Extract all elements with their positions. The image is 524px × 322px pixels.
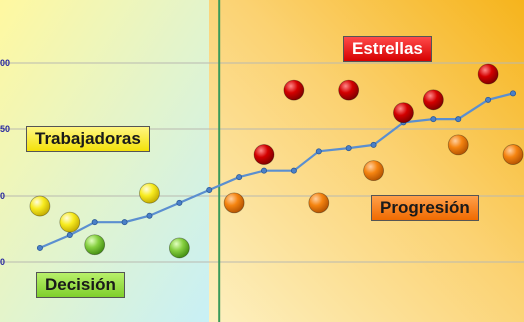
trend-point bbox=[290, 167, 297, 174]
trend-point bbox=[455, 116, 462, 123]
estrellas-bubble bbox=[422, 89, 444, 111]
trend-point bbox=[510, 90, 517, 97]
estrellas-bubble bbox=[253, 144, 275, 165]
progresion-bubble bbox=[308, 192, 330, 214]
trend-point bbox=[430, 116, 437, 123]
trend-point bbox=[370, 141, 377, 148]
background-left bbox=[0, 0, 209, 322]
estrellas-bubble bbox=[283, 79, 305, 101]
trend-point bbox=[36, 244, 43, 251]
trend-point bbox=[66, 232, 73, 239]
progresion-bubble bbox=[223, 192, 245, 214]
decision-bubble bbox=[168, 237, 190, 259]
progresion-label: Progresión bbox=[371, 195, 479, 221]
trend-point bbox=[345, 145, 352, 152]
trend-point bbox=[485, 96, 492, 103]
y-tick-label: 50 bbox=[0, 124, 10, 134]
trend-point bbox=[236, 174, 243, 181]
estrellas-bubble bbox=[477, 63, 499, 85]
y-tick-label: 0 bbox=[0, 191, 5, 201]
bubbles bbox=[29, 63, 524, 259]
progresion-bubble bbox=[447, 134, 469, 156]
estrellas-bubble bbox=[393, 102, 414, 124]
trend-point bbox=[176, 199, 183, 206]
trend-point bbox=[315, 148, 322, 155]
trend-point bbox=[91, 219, 98, 226]
trend-point bbox=[146, 212, 153, 219]
trend-point bbox=[206, 186, 213, 193]
estrellas-bubble bbox=[338, 79, 360, 101]
y-tick-label: 00 bbox=[0, 58, 10, 68]
trabajadoras-label: Trabajadoras bbox=[26, 126, 150, 152]
trend-point bbox=[261, 167, 268, 174]
trend-line bbox=[39, 92, 514, 249]
progresion-bubble bbox=[502, 144, 524, 165]
trabajadoras-bubble bbox=[29, 195, 51, 217]
trabajadoras-bubble bbox=[59, 211, 81, 233]
progresion-bubble bbox=[363, 160, 384, 182]
trabajadoras-bubble bbox=[139, 182, 160, 204]
trend-point bbox=[121, 219, 128, 226]
estrellas-label: Estrellas bbox=[343, 36, 432, 62]
y-tick-label: 0 bbox=[0, 257, 5, 267]
decision-label: Decisión bbox=[36, 272, 125, 298]
decision-bubble bbox=[84, 234, 106, 256]
trend-points bbox=[36, 90, 517, 251]
